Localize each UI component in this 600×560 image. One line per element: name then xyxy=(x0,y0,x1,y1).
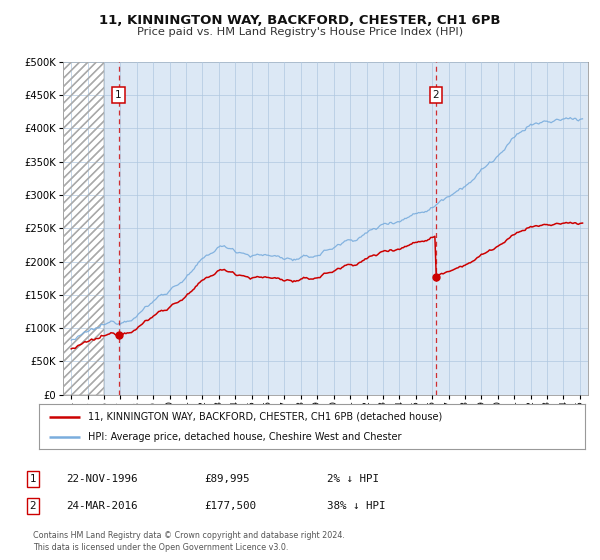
Text: 2: 2 xyxy=(433,90,439,100)
Text: HPI: Average price, detached house, Cheshire West and Chester: HPI: Average price, detached house, Ches… xyxy=(88,432,401,442)
Text: This data is licensed under the Open Government Licence v3.0.: This data is licensed under the Open Gov… xyxy=(33,543,289,552)
Text: 1: 1 xyxy=(115,90,122,100)
Text: £89,995: £89,995 xyxy=(204,474,250,484)
Text: 1: 1 xyxy=(29,474,37,484)
Text: 2: 2 xyxy=(29,501,37,511)
Text: 22-NOV-1996: 22-NOV-1996 xyxy=(66,474,137,484)
Text: Price paid vs. HM Land Registry's House Price Index (HPI): Price paid vs. HM Land Registry's House … xyxy=(137,27,463,37)
Text: 24-MAR-2016: 24-MAR-2016 xyxy=(66,501,137,511)
Text: Contains HM Land Registry data © Crown copyright and database right 2024.: Contains HM Land Registry data © Crown c… xyxy=(33,531,345,540)
Text: 11, KINNINGTON WAY, BACKFORD, CHESTER, CH1 6PB (detached house): 11, KINNINGTON WAY, BACKFORD, CHESTER, C… xyxy=(88,412,442,422)
Text: 38% ↓ HPI: 38% ↓ HPI xyxy=(327,501,386,511)
Text: £177,500: £177,500 xyxy=(204,501,256,511)
Text: 2% ↓ HPI: 2% ↓ HPI xyxy=(327,474,379,484)
Text: 11, KINNINGTON WAY, BACKFORD, CHESTER, CH1 6PB: 11, KINNINGTON WAY, BACKFORD, CHESTER, C… xyxy=(99,14,501,27)
